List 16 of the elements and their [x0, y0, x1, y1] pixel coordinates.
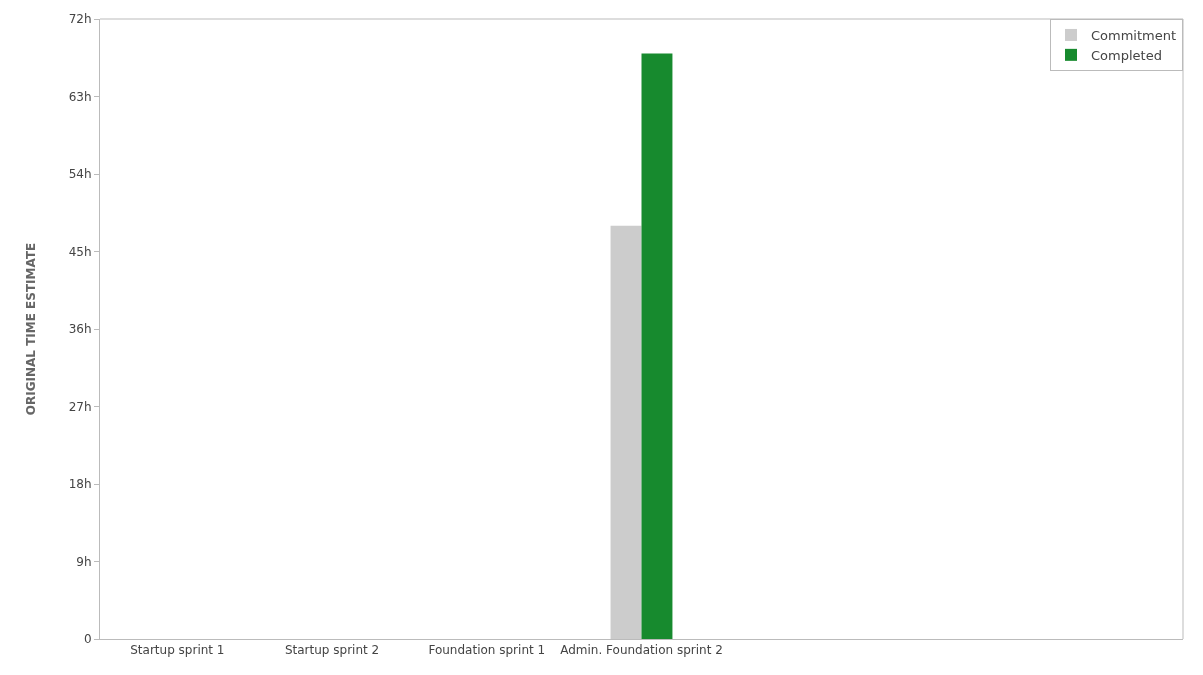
- y-tick-label: 9h: [76, 554, 92, 569]
- x-tick-label: Startup sprint 2: [284, 643, 380, 658]
- y-tick-label: 54h: [68, 167, 92, 182]
- x-tick-label: Admin. Foundation sprint 2: [560, 643, 723, 658]
- legend-label: Commitment: [1091, 28, 1177, 44]
- legend-label: Completed: [1091, 47, 1162, 63]
- x-tick-label: Startup sprint 1: [130, 643, 225, 658]
- y-tick-label: 63h: [68, 89, 92, 104]
- y-tick-label: 72h: [68, 12, 92, 27]
- y-axis-title: ORIGINAL TIME ESTIMATE: [24, 242, 39, 416]
- y-tick-label: 0: [83, 632, 92, 647]
- x-tick-label: Foundation sprint 1: [428, 643, 546, 658]
- y-tick-label: 18h: [68, 477, 92, 492]
- y-tick-label: 45h: [68, 244, 92, 259]
- y-tick-label: 36h: [68, 322, 92, 337]
- y-tick-label: 27h: [68, 399, 92, 414]
